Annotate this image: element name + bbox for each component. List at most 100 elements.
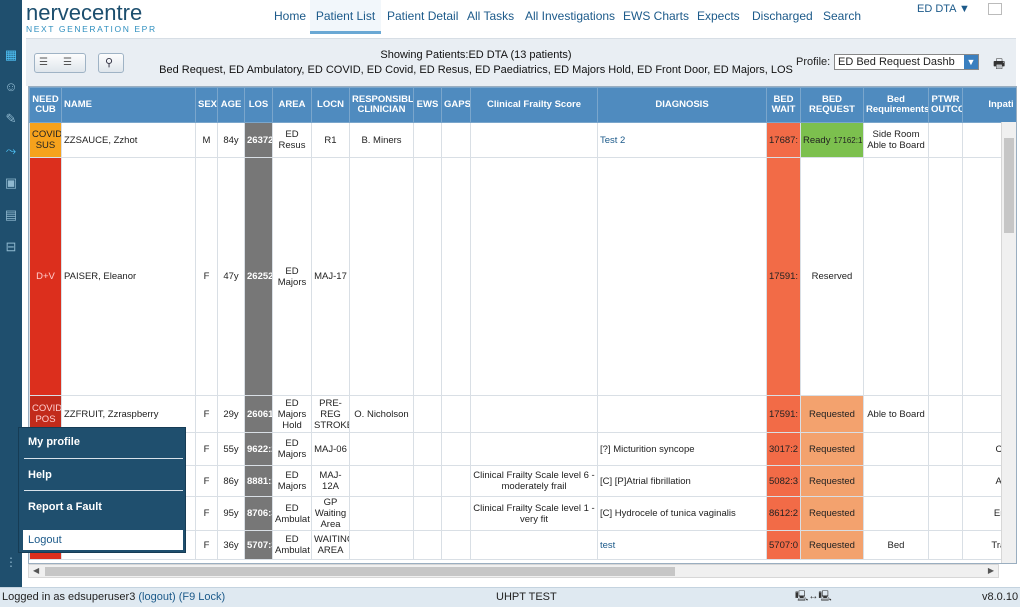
- cell-text-diagnosis[interactable]: test: [600, 539, 616, 551]
- column-header[interactable]: GAPS: [441, 87, 471, 123]
- logo: nervecentre NEXT GENERATION EPR: [26, 0, 226, 35]
- print-icon[interactable]: 🖶: [993, 56, 1006, 71]
- horizontal-scrollbar[interactable]: ◀ ▶: [28, 564, 999, 578]
- cell-text-bedwait: 17591:: [769, 408, 799, 420]
- column-header[interactable]: SEX: [195, 87, 218, 123]
- cell-text-diagnosis[interactable]: Test 2: [600, 134, 626, 146]
- cell-area: ED Ambulat: [272, 496, 312, 531]
- scroll-right-icon[interactable]: ▶: [987, 566, 994, 575]
- column-header[interactable]: Clinical Frailty Score: [470, 87, 598, 123]
- clipboard-icon[interactable]: ▤: [4, 207, 18, 222]
- people-icon[interactable]: ☺: [4, 79, 18, 94]
- nav-patient-detail[interactable]: Patient Detail: [387, 9, 459, 23]
- vertical-scrollbar[interactable]: [1001, 122, 1016, 563]
- environment-label: UHPT TEST: [496, 591, 557, 603]
- cell-locn: MAJ-06: [311, 432, 350, 466]
- horizontal-scroll-thumb[interactable]: [45, 567, 675, 576]
- cell-text-age: 47y: [223, 271, 239, 282]
- column-header[interactable]: PTWR OUTCO: [928, 87, 963, 123]
- cell-ews: [413, 432, 442, 466]
- grid-view-icon: ☰: [39, 57, 48, 68]
- cell-diagnosis: [C] Hydrocele of tunica vaginalis: [597, 496, 767, 531]
- patient-row[interactable]: F 36y 5707:3ED AmbulatWAITING AREA test 5707…: [29, 530, 1016, 560]
- window-icon[interactable]: [988, 3, 1002, 15]
- cell-bedwait: 3017:2: [766, 432, 801, 466]
- cell-text-frailty: Clinical Frailty Scale level 1 - very fi…: [473, 502, 595, 525]
- cell-age: 84y: [217, 122, 245, 158]
- cell-area: ED Majors: [272, 465, 312, 497]
- cell-text-age: 84y: [223, 134, 239, 146]
- column-header[interactable]: Bed Requirements: [863, 87, 929, 123]
- column-header[interactable]: AGE: [217, 87, 245, 123]
- nav-home[interactable]: Home: [274, 9, 307, 23]
- column-header[interactable]: BED REQUEST: [800, 87, 864, 123]
- cell-bedrequest: Requested: [800, 496, 864, 531]
- scroll-left-icon[interactable]: ◀: [33, 566, 40, 575]
- nav-search[interactable]: Search: [823, 9, 862, 23]
- logout-link[interactable]: (logout): [138, 591, 176, 603]
- nav-expects[interactable]: Expects: [697, 9, 740, 23]
- column-header[interactable]: BED WAIT: [766, 87, 801, 123]
- column-header[interactable]: DIAGNOSIS: [597, 87, 767, 123]
- flow-icon[interactable]: ⤳: [5, 143, 17, 158]
- cell-text-age: 36y: [223, 539, 239, 551]
- cell-sex: F: [195, 432, 218, 466]
- column-header[interactable]: NAME: [61, 87, 196, 123]
- cell-text-sex: F: [203, 408, 210, 420]
- patient-row[interactable]: D+V PAISER, Eleanor F 47y 26252 ED Majors MAJ-…: [29, 157, 1016, 396]
- bed-manager-icon[interactable]: ▦: [4, 47, 18, 62]
- nav-discharged[interactable]: Discharged: [752, 9, 813, 23]
- cell-text-name: ZZSAUCE, Zzhot: [64, 134, 138, 146]
- cell-area: ED Majors: [272, 432, 312, 466]
- cell-text-bedwait: 5707:0: [769, 539, 799, 551]
- cell-text-age: 95y: [223, 508, 239, 519]
- more-menu-icon[interactable]: ⋮: [5, 555, 17, 569]
- cell-gaps: [441, 465, 471, 497]
- brand-name: nervecentre: [26, 0, 143, 25]
- cell-bedreq: [863, 465, 929, 497]
- user-menu[interactable]: ED DTA ▼: [917, 3, 970, 15]
- cell-text-area: ED Ambulat: [275, 534, 310, 556]
- cell-bedrequest: Ready 17162:1: [800, 122, 864, 158]
- nav-all-tasks[interactable]: All Tasks: [467, 9, 515, 23]
- cell-text-los: 9622:2: [247, 443, 272, 455]
- cell-text-locn: MAJ-12A: [319, 470, 342, 492]
- patient-row[interactable]: COVID SUS ZZSAUCE, Zzhot M 84y 26372 ED Resus…: [29, 122, 1016, 158]
- bed-request-status: Requested: [809, 539, 855, 551]
- search-button[interactable]: ⚲: [98, 53, 124, 73]
- cell-text-sex: F: [203, 508, 210, 519]
- nav-all-investigations[interactable]: All Investigations: [525, 9, 616, 23]
- column-header[interactable]: AREA: [272, 87, 312, 123]
- lock-link[interactable]: (F9 Lock): [178, 591, 226, 603]
- cell-diagnosis: [597, 157, 767, 396]
- cell-bedwait: 5707:0: [766, 530, 801, 560]
- bed-request-status: Ready: [803, 134, 831, 146]
- archive-icon[interactable]: ▣: [4, 175, 18, 190]
- bed-icon[interactable]: ⊟: [5, 239, 17, 254]
- nav-ews-charts[interactable]: EWS Charts: [623, 9, 690, 23]
- column-header[interactable]: LOCN: [311, 87, 350, 123]
- menu-my-profile[interactable]: My profile: [28, 436, 80, 448]
- version-label: v8.0.10: [982, 591, 1019, 603]
- bed-request-status: Requested: [809, 475, 855, 487]
- menu-help[interactable]: Help: [28, 469, 52, 481]
- column-header[interactable]: RESPONSIBLE CLINICIAN: [349, 87, 414, 123]
- pen-icon[interactable]: ✎: [5, 111, 17, 126]
- cell-text-sex: M: [202, 134, 211, 146]
- cell-text-clinician: O. Nicholson: [354, 408, 409, 420]
- menu-logout[interactable]: Logout: [23, 530, 183, 550]
- column-header[interactable]: LOS: [244, 87, 273, 123]
- vertical-scroll-thumb[interactable]: [1004, 138, 1014, 233]
- cell-los: 8881:1: [244, 465, 273, 497]
- view-toggle-button[interactable]: ☰ ☰: [34, 53, 86, 73]
- cell-text-los: 26372: [247, 134, 273, 146]
- cell-text-area: ED Ambulat: [275, 502, 310, 525]
- nav-patient-list[interactable]: Patient List: [310, 0, 381, 34]
- showing-prefix: Showing Patients:: [380, 49, 469, 61]
- menu-report-fault[interactable]: Report a Fault: [28, 501, 102, 513]
- profile-select[interactable]: ED Bed Request Dashb ▼: [834, 54, 979, 70]
- column-header[interactable]: NEED CUB: [29, 87, 62, 123]
- cell-age: 95y: [217, 496, 245, 531]
- column-header[interactable]: Inpati: [962, 87, 1016, 123]
- column-header[interactable]: EWS: [413, 87, 442, 123]
